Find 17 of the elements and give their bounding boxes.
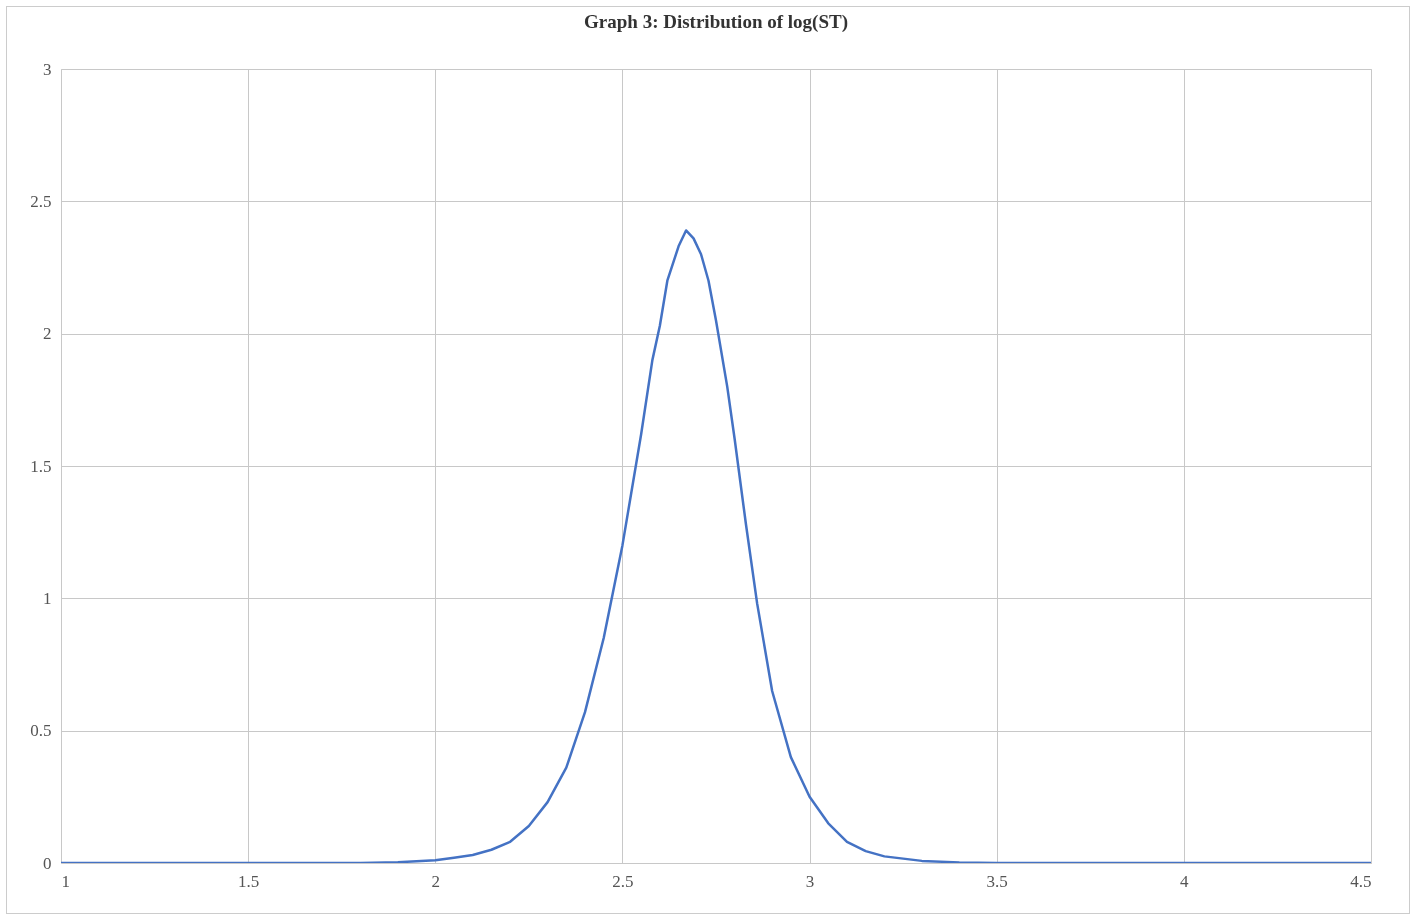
y-tick-label: 3 [43, 59, 52, 79]
line-series [61, 229, 1371, 863]
y-tick-label: 1 [43, 588, 52, 608]
y-tick-label: 0.5 [30, 721, 52, 741]
x-tick-label: 4 [1180, 871, 1190, 891]
x-tick-label: 1 [61, 871, 70, 891]
x-tick-label: 1.5 [238, 871, 260, 891]
y-tick-label: 2.5 [30, 191, 52, 211]
y-tick-label: 1.5 [30, 456, 52, 476]
y-tick-label: 0 [43, 853, 52, 873]
x-tick-label: 3 [805, 871, 815, 891]
x-tick-label: 3.5 [986, 871, 1008, 891]
x-tick-label: 2.5 [612, 871, 634, 891]
x-tick-label: 2 [431, 871, 441, 891]
y-tick-label: 2 [43, 324, 52, 344]
x-tick-label: 4.5 [1350, 871, 1372, 891]
chart-title: Graph 3: Distribution of log(ST) [584, 11, 848, 33]
